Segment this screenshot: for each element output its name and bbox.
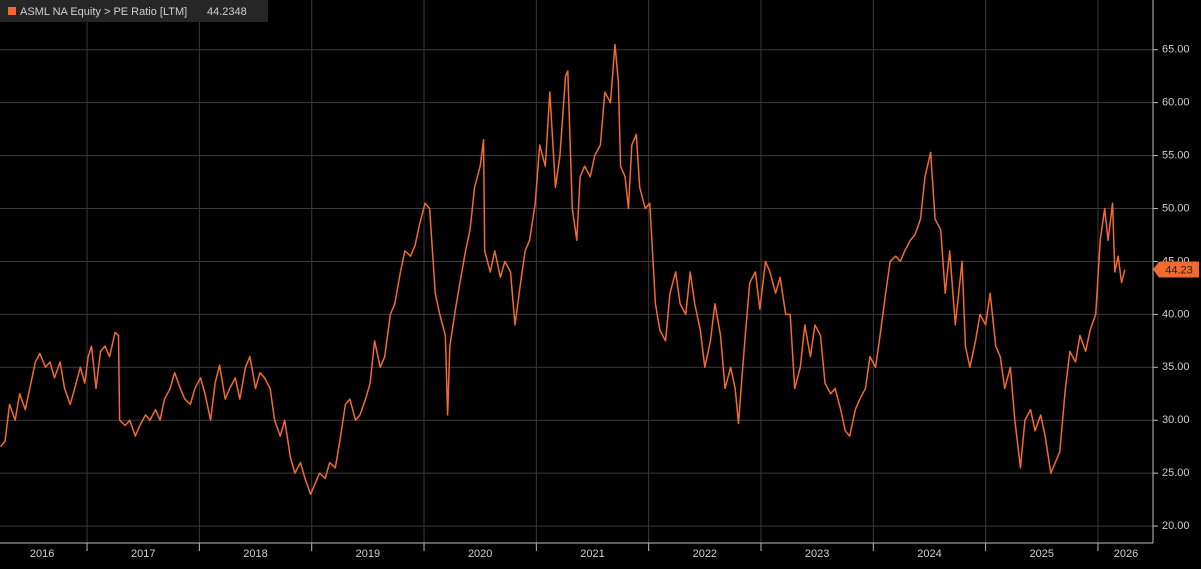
- legend-swatch: [8, 7, 16, 15]
- x-tick-label: 2023: [805, 548, 829, 560]
- y-tick-label: 40.00: [1162, 308, 1190, 320]
- x-tick-label: 2021: [580, 548, 604, 560]
- x-tick-label: 2018: [243, 548, 267, 560]
- x-tick-label: 2022: [693, 548, 717, 560]
- legend-value: 44.2348: [207, 6, 247, 18]
- x-tick-label: 2016: [30, 548, 54, 560]
- grid: [0, 0, 1153, 543]
- last-value-label: 44.23: [1165, 264, 1193, 276]
- x-tick-label: 2025: [1030, 548, 1054, 560]
- x-tick-label: 2024: [917, 548, 941, 560]
- x-tick-label: 2026: [1114, 548, 1138, 560]
- legend-label: ASML NA Equity > PE Ratio [LTM]: [20, 6, 187, 18]
- y-tick-label: 20.00: [1162, 520, 1190, 532]
- y-tick-label: 55.00: [1162, 150, 1190, 162]
- x-tick-label: 2017: [131, 548, 155, 560]
- series-line: [0, 43, 1126, 496]
- x-tick-label: 2020: [468, 548, 492, 560]
- x-tick-label: 2019: [356, 548, 380, 560]
- y-tick-label: 25.00: [1162, 467, 1190, 479]
- legend: ASML NA Equity > PE Ratio [LTM] 44.2348: [0, 0, 268, 22]
- y-tick-label: 35.00: [1162, 361, 1190, 373]
- y-tick-label: 30.00: [1162, 414, 1190, 426]
- y-tick-label: 65.00: [1162, 44, 1190, 56]
- last-value-box: [1153, 261, 1199, 278]
- plot: [0, 43, 1126, 496]
- y-tick-label: 60.00: [1162, 97, 1190, 109]
- y-tick-label: 50.00: [1162, 202, 1190, 214]
- legend-box: [0, 0, 268, 22]
